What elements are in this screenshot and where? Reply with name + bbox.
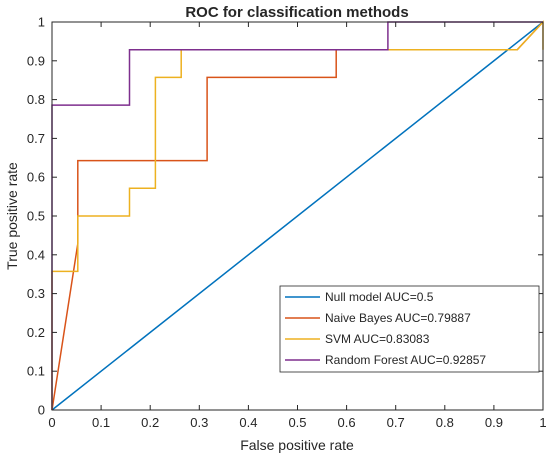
legend-box <box>279 285 540 373</box>
series-line-3 <box>51 20 544 410</box>
y-tick-label: 0.3 <box>27 286 45 301</box>
y-tick-label: 0.4 <box>27 247 45 262</box>
x-tick-label: 0.3 <box>190 415 208 430</box>
x-tick-label: 0.7 <box>387 415 405 430</box>
y-axis-label: True positive rate <box>4 162 20 270</box>
x-tick-label: 0.8 <box>436 415 454 430</box>
y-tick-label: 0 <box>38 403 45 418</box>
x-tick-label: 1 <box>539 415 546 430</box>
x-tick-label: 0.9 <box>485 415 503 430</box>
series-line-1 <box>51 21 544 411</box>
y-tick-label: 0.7 <box>27 131 45 146</box>
y-tick-label: 0.9 <box>27 53 45 68</box>
x-tick-label: 0.1 <box>92 415 110 430</box>
chart-title: ROC for classification methods <box>185 4 408 21</box>
legend: Null model AUC=0.5 Naive Bayes AUC=0.7988… <box>279 285 540 373</box>
y-tick-label: 0.2 <box>27 325 45 340</box>
y-tick-label: 0.1 <box>27 364 45 379</box>
x-tick-label: 0 <box>48 415 55 430</box>
y-tick-label: 0.5 <box>27 209 45 224</box>
ticks-layer: 0 0.1 0.2 0.3 0.4 0.5 0.6 0.7 0.8 0.9 1 0 0.1 0.2 0.3 0… <box>27 15 547 431</box>
y-tick-label: 0.6 <box>27 170 45 185</box>
x-tick-label: 0.4 <box>239 415 257 430</box>
y-tick-label: 0.8 <box>27 92 45 107</box>
x-tick-label: 0.6 <box>338 415 356 430</box>
x-tick-label: 0.2 <box>141 415 159 430</box>
legend-label-2: Naive Bayes AUC=0.79887 <box>325 311 471 325</box>
legend-label-1: Null model AUC=0.5 <box>325 290 434 304</box>
x-tick-label: 0.5 <box>288 415 306 430</box>
legend-label-4: Random Forest AUC=0.92857 <box>325 353 486 367</box>
legend-label-3: SVM AUC=0.83083 <box>325 332 430 346</box>
x-axis-label: False positive rate <box>240 437 354 453</box>
y-tick-label: 1 <box>38 15 45 30</box>
